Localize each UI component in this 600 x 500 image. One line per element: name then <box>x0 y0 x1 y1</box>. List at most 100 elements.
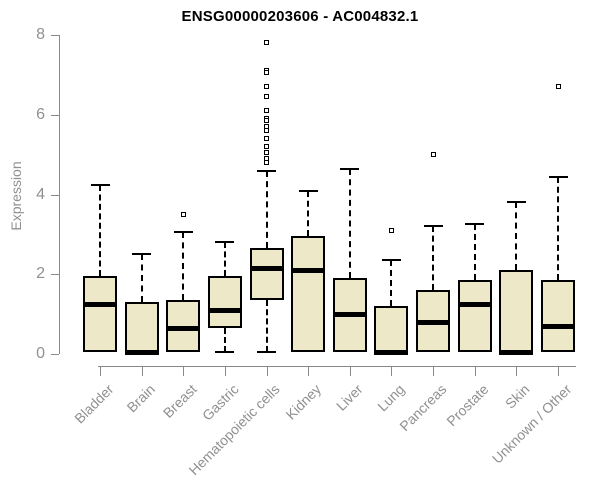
upper-whisker-cap-bladder <box>90 183 110 186</box>
upper-whisker-cap-prostate <box>465 223 485 226</box>
outlier-point-hematopoietic-cells <box>264 84 270 90</box>
y-tick-label-4: 4 <box>36 185 45 203</box>
x-axis-tick <box>224 366 226 376</box>
upper-whisker-cap-pancreas <box>423 225 443 228</box>
outlier-point-hematopoietic-cells <box>264 160 270 166</box>
x-tick-label-prostate: Prostate <box>442 381 492 430</box>
outlier-point-hematopoietic-cells <box>264 150 270 156</box>
y-axis-tick <box>51 194 59 196</box>
x-tick-label-lung: Lung <box>374 381 408 415</box>
median-lung <box>374 349 409 355</box>
x-axis-tick <box>474 366 476 376</box>
outlier-point-lung <box>388 227 394 233</box>
outlier-point-hematopoietic-cells <box>264 118 270 124</box>
lower-whisker-cap-hematopoietic-cells <box>257 351 277 353</box>
median-unknown-other <box>541 323 576 329</box>
box-gastric <box>207 276 242 329</box>
lower-whisker-hematopoietic-cells <box>265 300 268 352</box>
x-tick-label-unknown-other: Unknown / Other <box>488 381 575 467</box>
upper-whisker-cap-hematopoietic-cells <box>257 169 277 172</box>
median-hematopoietic-cells <box>249 265 284 271</box>
x-axis-tick <box>349 366 351 376</box>
upper-whisker-bladder <box>99 184 101 277</box>
outlier-point-hematopoietic-cells <box>264 108 270 114</box>
median-skin <box>499 349 534 355</box>
box-brain <box>124 302 159 354</box>
upper-whisker-prostate <box>473 224 476 281</box>
median-kidney <box>291 267 326 273</box>
outlier-point-hematopoietic-cells <box>264 70 270 76</box>
upper-whisker-cap-brain <box>132 253 152 256</box>
box-prostate <box>457 280 492 352</box>
outlier-point-unknown-other <box>555 84 561 90</box>
upper-whisker-kidney <box>307 190 310 237</box>
x-axis-tick <box>183 366 185 376</box>
median-pancreas <box>416 319 451 325</box>
upper-whisker-cap-breast <box>173 231 193 234</box>
lower-whisker-cap-gastric <box>215 351 235 353</box>
upper-whisker-cap-unknown-other <box>548 175 568 178</box>
upper-whisker-cap-kidney <box>298 189 318 192</box>
median-gastric <box>207 307 242 313</box>
upper-whisker-skin <box>515 202 518 271</box>
y-tick-label-6: 6 <box>36 105 45 123</box>
x-axis-tick <box>308 366 310 376</box>
box-bladder <box>83 276 117 352</box>
outlier-point-hematopoietic-cells <box>264 40 270 46</box>
y-axis-tick <box>51 114 59 116</box>
x-axis-tick <box>516 366 518 376</box>
box-unknown-other <box>541 280 576 352</box>
y-tick-label-8: 8 <box>36 26 45 43</box>
upper-whisker-pancreas <box>432 226 435 291</box>
outlier-point-hematopoietic-cells <box>264 94 270 100</box>
y-axis-tick <box>51 35 59 36</box>
x-axis-tick <box>100 366 101 376</box>
outlier-point-hematopoietic-cells <box>264 136 270 142</box>
x-axis-tick <box>433 366 435 376</box>
x-axis-line <box>98 366 576 367</box>
upper-whisker-gastric <box>223 242 226 277</box>
x-tick-label-kidney: Kidney <box>282 381 325 423</box>
median-brain <box>124 349 159 355</box>
outlier-point-hematopoietic-cells <box>264 144 270 150</box>
chart-title: ENSG00000203606 - AC004832.1 <box>181 8 419 25</box>
upper-whisker-brain <box>140 254 143 303</box>
y-axis-tick <box>51 354 59 355</box>
x-axis-tick <box>141 366 143 376</box>
upper-whisker-cap-skin <box>506 201 526 204</box>
y-axis-line <box>59 35 60 354</box>
upper-whisker-cap-lung <box>381 259 401 262</box>
lower-whisker-gastric <box>223 328 226 352</box>
y-tick-label-2: 2 <box>36 265 45 283</box>
x-tick-label-brain: Brain <box>123 381 158 416</box>
upper-whisker-cap-gastric <box>215 241 235 244</box>
box-kidney <box>291 236 326 352</box>
median-liver <box>332 311 367 317</box>
x-tick-label-bladder: Bladder <box>70 381 117 427</box>
outlier-point-hematopoietic-cells <box>264 128 270 134</box>
y-tick-label-0: 0 <box>36 345 45 362</box>
upper-whisker-liver <box>348 168 351 279</box>
box-hematopoietic-cells <box>249 248 284 301</box>
x-axis-tick <box>558 366 560 376</box>
upper-whisker-lung <box>390 260 393 307</box>
upper-whisker-cap-liver <box>340 167 360 170</box>
upper-whisker-hematopoietic-cells <box>265 170 268 249</box>
outlier-point-breast <box>180 211 186 217</box>
box-skin <box>499 270 534 354</box>
x-tick-label-breast: Breast <box>159 381 200 421</box>
box-lung <box>374 306 409 354</box>
x-tick-label-liver: Liver <box>333 381 367 414</box>
median-bladder <box>83 301 117 307</box>
outlier-point-pancreas <box>430 152 436 158</box>
x-axis-tick <box>391 366 393 376</box>
x-tick-label-skin: Skin <box>502 381 533 412</box>
y-axis-tick <box>51 274 59 276</box>
upper-whisker-unknown-other <box>557 176 560 281</box>
median-breast <box>166 325 201 331</box>
x-axis-tick <box>266 366 268 376</box>
median-prostate <box>457 301 492 307</box>
upper-whisker-breast <box>182 232 185 301</box>
